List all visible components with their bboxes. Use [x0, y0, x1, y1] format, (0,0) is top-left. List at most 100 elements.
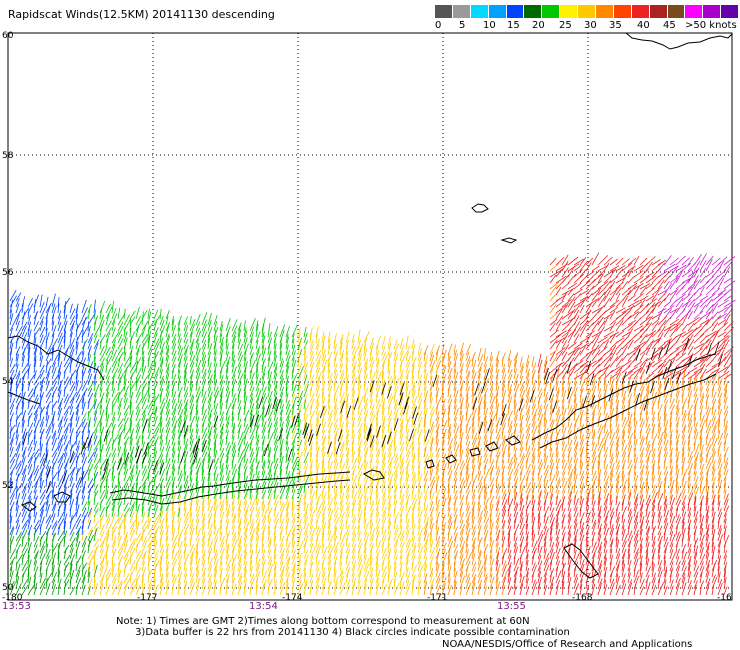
wind-barb	[705, 298, 713, 308]
wind-barb	[321, 387, 324, 398]
wind-barb	[663, 476, 667, 488]
wind-barb	[399, 410, 404, 422]
wind-barb	[675, 439, 679, 452]
wind-barb	[543, 526, 547, 536]
wind-barb	[723, 309, 732, 320]
wind-barb	[273, 489, 277, 500]
wind-barb	[591, 252, 600, 266]
wind-barb	[663, 358, 671, 368]
wind-barb	[123, 456, 130, 470]
wind-barb	[297, 525, 302, 536]
wind-barb	[441, 439, 445, 452]
wind-barb	[555, 541, 560, 554]
wind-barb	[375, 540, 382, 554]
wind-barb	[171, 489, 175, 500]
wind-barb	[339, 392, 345, 404]
wind-barb	[207, 506, 214, 518]
wind-barb	[393, 473, 398, 488]
wind-barb	[507, 396, 513, 410]
wind-barb	[9, 339, 13, 350]
wind-barb	[189, 342, 194, 356]
wind-barb	[573, 535, 577, 548]
wind-barb	[291, 445, 295, 458]
wind-barb	[285, 392, 289, 404]
wind-barb	[105, 327, 112, 338]
wind-barb	[435, 525, 438, 536]
wind-barb	[189, 416, 196, 428]
wind-barb	[57, 524, 61, 536]
wind-barb	[81, 412, 87, 422]
wind-barb	[87, 527, 93, 536]
wind-barb	[297, 505, 301, 518]
wind-barb	[171, 442, 176, 452]
wind-barb	[21, 523, 28, 536]
wind-barb	[249, 448, 254, 458]
wind-barb	[201, 505, 205, 518]
wind-barb	[231, 425, 236, 440]
wind-barb	[339, 350, 345, 362]
wind-barb	[585, 279, 596, 290]
wind-barb	[111, 307, 117, 320]
wind-barb	[39, 379, 44, 392]
wind-barb	[27, 439, 34, 452]
wind-barb	[243, 401, 247, 416]
wind-barb	[429, 375, 433, 386]
legend-labels: 0 5 10 15 20 25 30 35 40 45 >50 knots	[435, 18, 737, 32]
wind-barb	[165, 323, 170, 338]
wind-barb	[471, 396, 477, 410]
wind-barb	[249, 468, 254, 482]
wind-barb	[561, 508, 566, 518]
wind-barb	[93, 429, 98, 440]
wind-barb	[717, 517, 720, 530]
wind-barb	[723, 346, 734, 356]
wind-barb	[225, 445, 232, 458]
wind-barb	[243, 510, 248, 524]
wind-barb	[273, 507, 277, 518]
wind-barb	[165, 309, 170, 320]
wind-barb	[447, 483, 450, 494]
wind-barb	[213, 379, 217, 392]
wind-barb	[651, 286, 663, 296]
wind-barb	[195, 428, 199, 440]
wind-barb	[99, 548, 104, 560]
wind-barb	[219, 411, 224, 422]
wind-barb	[33, 426, 37, 440]
wind-barb	[669, 380, 675, 392]
wind-barb	[549, 329, 559, 338]
wind-barb	[117, 397, 123, 410]
wind-barb	[549, 284, 558, 296]
wind-barb	[555, 350, 563, 362]
wind-barb	[381, 517, 387, 530]
wind-barb	[495, 409, 498, 422]
wind-barb	[267, 525, 271, 536]
wind-barb	[723, 498, 729, 512]
wind-barb	[675, 308, 686, 320]
wind-barb	[567, 273, 577, 284]
wind-barb	[417, 387, 420, 398]
wind-barb	[381, 506, 387, 518]
wind-barb	[237, 485, 241, 500]
wind-barb	[387, 543, 390, 554]
wind-barb	[441, 453, 447, 464]
wind-barb	[693, 483, 698, 494]
wind-barb	[693, 428, 698, 440]
wind-barb	[633, 493, 639, 506]
wind-barb	[33, 475, 41, 488]
wind-barb	[711, 490, 715, 500]
wind-barb	[87, 392, 94, 404]
wind-barb	[75, 384, 83, 398]
wind-barb	[285, 474, 291, 488]
wind-barb	[591, 404, 597, 416]
wind-barb	[711, 315, 722, 326]
wind-barb	[315, 476, 318, 488]
wind-barb	[591, 334, 598, 344]
wind-barb	[645, 402, 649, 416]
wind-barb	[93, 299, 96, 314]
wind-barb	[243, 356, 247, 368]
wind-barb	[339, 363, 343, 374]
wind-barb	[333, 527, 337, 542]
wind-barb	[477, 407, 481, 422]
wind-barb	[519, 498, 524, 512]
wind-barb	[303, 407, 307, 422]
